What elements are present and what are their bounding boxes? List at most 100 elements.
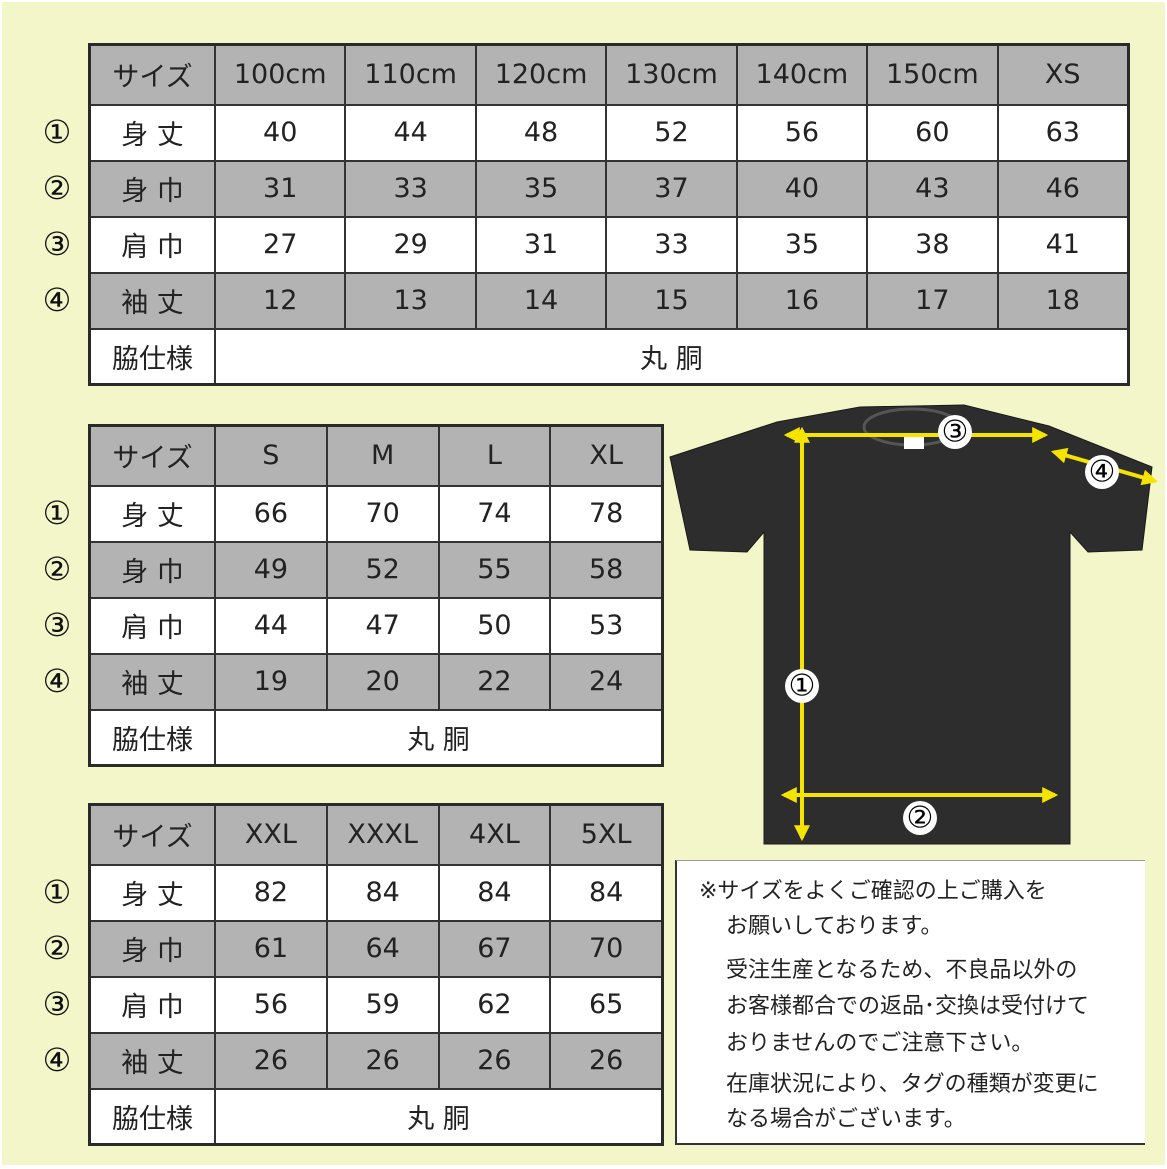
footer-label: 脇仕様	[88, 708, 216, 767]
header-cell: サイズ	[88, 803, 216, 866]
value-cell: 17	[866, 271, 999, 330]
value-cell: 46	[996, 159, 1130, 218]
data-row: 身 丈 82 84 84 84	[88, 863, 664, 922]
value-cell: 52	[325, 540, 440, 599]
tag	[904, 437, 924, 449]
value-cell: 50	[437, 596, 552, 655]
row-label: 身 丈	[88, 484, 216, 543]
data-row: 肩 巾 44 47 50 53	[88, 596, 664, 655]
shirt-diagram: ① ② ③ ④	[669, 404, 1159, 845]
header-cell: M	[325, 424, 440, 487]
value-cell: 26	[214, 1031, 328, 1090]
header-cell: S	[214, 424, 328, 487]
value-cell: 20	[325, 652, 440, 711]
row-marker: ①	[42, 494, 72, 532]
value-cell: 40	[213, 103, 347, 162]
size-table: サイズ 100cm 110cm 120cm 130cm 140cm 150cm XS 身 丈 40…	[88, 43, 1130, 386]
row-marker: ③	[42, 606, 72, 644]
value-cell: 26	[437, 1031, 552, 1090]
label-bg	[903, 801, 937, 835]
header-row: サイズ S M L XL	[88, 424, 664, 487]
value-cell: 47	[325, 596, 440, 655]
footer-label: 脇仕様	[88, 1087, 216, 1146]
value-cell: 15	[605, 271, 738, 330]
header-cell: 110cm	[344, 43, 477, 106]
note-line: お客様都合での返品･交換は受付けて	[726, 994, 1090, 1019]
data-row: 身 巾 49 52 55 58	[88, 540, 664, 599]
header-cell: XL	[549, 424, 664, 487]
header-cell: 4XL	[437, 803, 552, 866]
value-cell: 56	[735, 103, 869, 162]
value-cell: 74	[437, 484, 552, 543]
value-cell: 44	[214, 596, 328, 655]
row-label: 袖 丈	[88, 652, 216, 711]
size-table: サイズ S M L XL 身 丈 66 70 74 78 身 巾 49 52 55 58 肩 巾 44 47 50 5…	[88, 424, 664, 767]
header-cell: XXXL	[325, 803, 440, 866]
label-bg	[785, 669, 819, 703]
header-cell: XXL	[214, 803, 328, 866]
header-cell: 100cm	[213, 43, 347, 106]
value-cell: 66	[214, 484, 328, 543]
value-cell: 53	[549, 596, 664, 655]
size-table: サイズ XXL XXXL 4XL 5XL 身 丈 82 84 84 84 身 巾 61 64 67 70 肩 …	[88, 803, 664, 1146]
value-cell: 26	[325, 1031, 440, 1090]
row-marker: ③	[42, 985, 72, 1023]
value-cell: 35	[474, 159, 608, 218]
value-cell: 65	[549, 975, 664, 1034]
value-cell: 22	[437, 652, 552, 711]
data-row: 肩 巾 27 29 31 33 35 38 41	[88, 215, 1130, 274]
row-marker: ③	[42, 225, 72, 263]
value-cell: 82	[214, 863, 328, 922]
header-cell: 140cm	[735, 43, 869, 106]
data-row: 身 巾 31 33 35 37 40 43 46	[88, 159, 1130, 218]
note-line: 受注生産となるため、不良品以外の	[726, 958, 1078, 983]
header-cell: 130cm	[605, 43, 738, 106]
diagram-label: ③	[942, 415, 969, 450]
value-cell: 44	[344, 103, 477, 162]
row-marker: ②	[42, 169, 72, 207]
header-cell: 150cm	[866, 43, 999, 106]
value-cell: 49	[214, 540, 328, 599]
row-label: 肩 巾	[88, 215, 216, 274]
row-label: 肩 巾	[88, 975, 216, 1034]
value-cell: 58	[549, 540, 664, 599]
row-marker: ①	[42, 113, 72, 151]
row-label: 袖 丈	[88, 271, 216, 330]
value-cell: 61	[214, 919, 328, 978]
value-cell: 52	[605, 103, 738, 162]
value-cell: 37	[605, 159, 738, 218]
value-cell: 38	[866, 215, 999, 274]
value-cell: 31	[213, 159, 347, 218]
value-cell: 14	[474, 271, 608, 330]
value-cell: 33	[344, 159, 477, 218]
row-marker: ②	[42, 929, 72, 967]
value-cell: 63	[996, 103, 1130, 162]
value-cell: 40	[735, 159, 869, 218]
value-cell: 29	[344, 215, 477, 274]
diagram-label: ①	[789, 669, 816, 704]
footer-row: 脇仕様丸 胴	[88, 1087, 664, 1146]
value-cell: 78	[549, 484, 664, 543]
value-cell: 26	[549, 1031, 664, 1090]
data-row: 袖 丈 12 13 14 15 16 17 18	[88, 271, 1130, 330]
note-line: なる場合がございます。	[726, 1107, 966, 1132]
header-row: サイズ XXL XXXL 4XL 5XL	[88, 803, 664, 866]
note-line: お願いしております。	[726, 914, 943, 939]
row-marker: ④	[42, 1041, 72, 1079]
header-cell: 5XL	[549, 803, 664, 866]
footer-value: 丸 胴	[214, 708, 664, 767]
footer-label: 脇仕様	[88, 327, 216, 386]
value-cell: 27	[213, 215, 347, 274]
row-label: 身 丈	[88, 103, 216, 162]
value-cell: 70	[549, 919, 664, 978]
data-row: 身 巾 61 64 67 70	[88, 919, 664, 978]
value-cell: 16	[735, 271, 869, 330]
row-label: 身 巾	[88, 919, 216, 978]
value-cell: 19	[214, 652, 328, 711]
shirt	[669, 404, 1153, 845]
row-marker: ④	[42, 281, 72, 319]
data-row: 身 丈 66 70 74 78	[88, 484, 664, 543]
footer-value: 丸 胴	[214, 1087, 664, 1146]
value-cell: 84	[325, 863, 440, 922]
